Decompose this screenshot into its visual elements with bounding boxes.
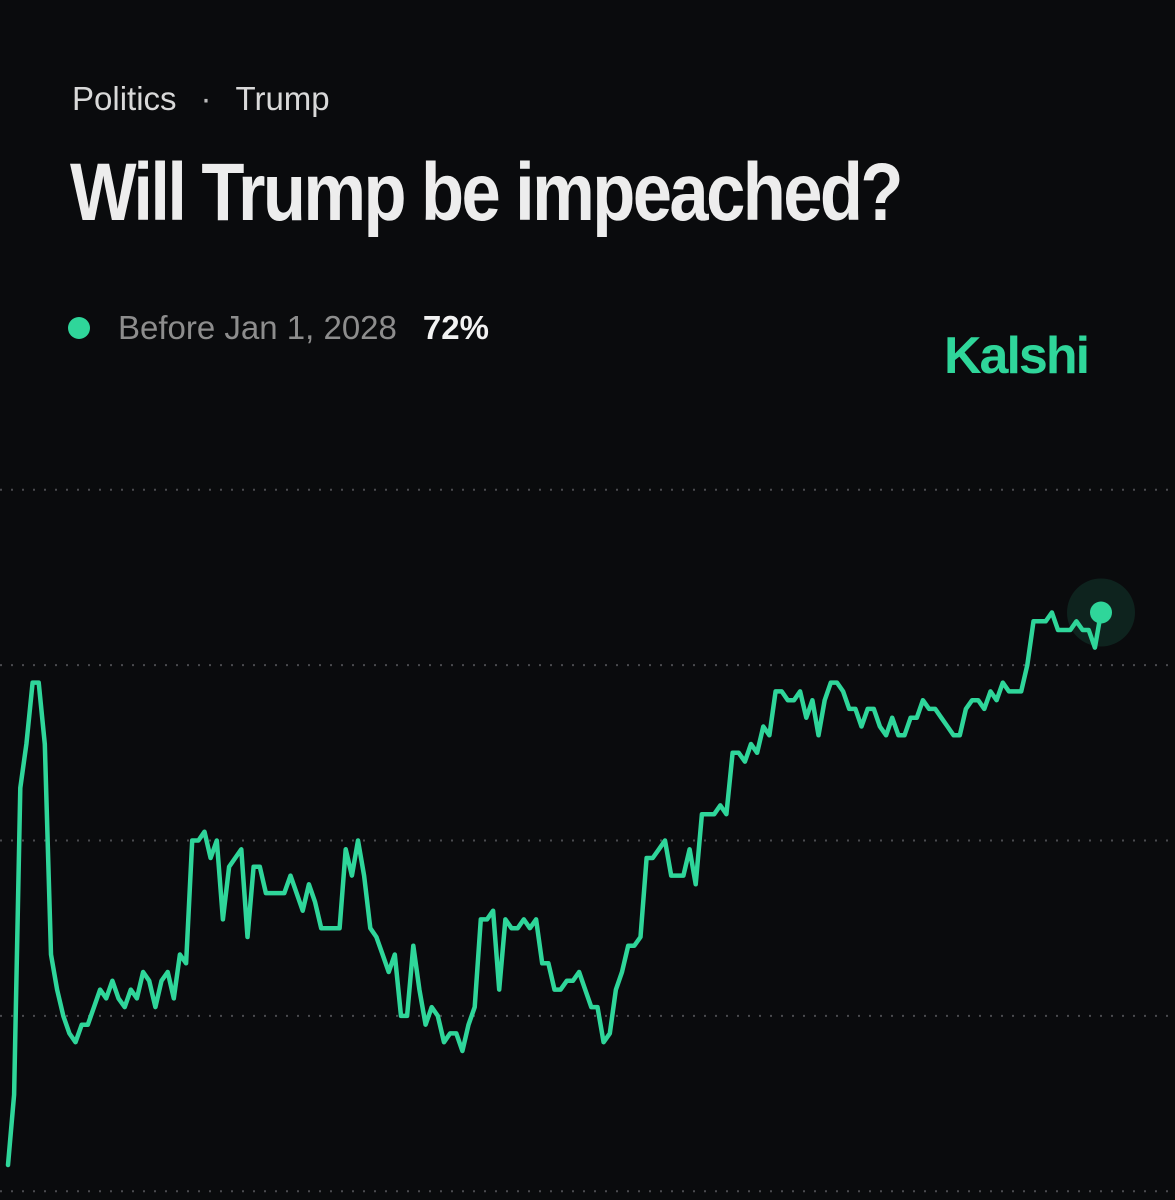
brand-logo: Kalshi bbox=[944, 327, 1090, 385]
breadcrumb-category[interactable]: Politics bbox=[72, 80, 177, 117]
breadcrumb: Politics · Trump bbox=[72, 80, 330, 118]
series-dot-icon bbox=[68, 317, 90, 339]
breadcrumb-topic[interactable]: Trump bbox=[235, 80, 330, 117]
legend-value: 72% bbox=[422, 309, 489, 346]
market-title: Will Trump be impeached? bbox=[70, 147, 903, 238]
chart-legend: Before Jan 1, 2028 72% bbox=[68, 306, 489, 350]
chart-grid bbox=[0, 488, 1175, 1193]
series-line bbox=[5, 610, 1104, 1168]
legend-label: Before Jan 1, 2028 bbox=[118, 309, 397, 346]
breadcrumb-separator: · bbox=[200, 80, 212, 117]
last-point-marker[interactable] bbox=[1090, 601, 1112, 624]
